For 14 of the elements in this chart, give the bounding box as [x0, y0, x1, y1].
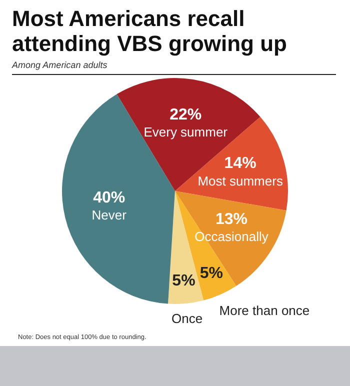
slice-label: Once [172, 310, 203, 326]
slice-label: Occasionally [194, 229, 269, 244]
data-label: 5% [200, 265, 223, 282]
slice-label: More than once [219, 303, 310, 318]
chart-subtitle: Among American adults [12, 60, 108, 70]
data-label: 5% [172, 272, 196, 290]
data-label: 40% [93, 189, 126, 206]
slice-label: Every summer [144, 124, 228, 140]
data-label: 14% [224, 155, 256, 172]
data-label: 22% [170, 106, 202, 124]
chart-title: Most Americans recall attending VBS growing up [12, 6, 288, 56]
data-label: 13% [215, 210, 248, 228]
slice-label: Never [92, 208, 128, 223]
slice-label: Most summers [198, 173, 284, 188]
